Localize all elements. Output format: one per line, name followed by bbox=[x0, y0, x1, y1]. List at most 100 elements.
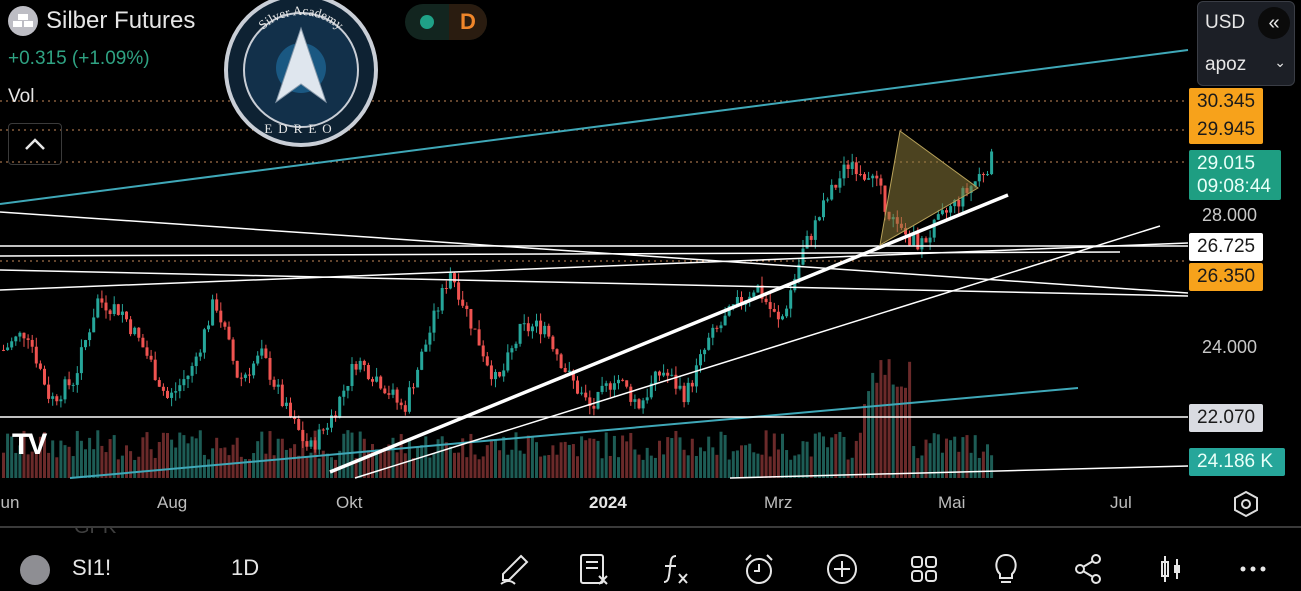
candle-body bbox=[846, 164, 850, 169]
candle-body bbox=[584, 392, 588, 398]
candle-body bbox=[588, 397, 592, 407]
candle-body bbox=[727, 306, 731, 316]
volume-bar bbox=[690, 438, 694, 478]
indicators-fx-icon[interactable] bbox=[659, 551, 695, 587]
volume-line[interactable] bbox=[729, 465, 1189, 479]
price-axis-tick: 24.000 bbox=[1202, 337, 1258, 357]
volume-bar bbox=[973, 435, 977, 478]
candle-body bbox=[973, 181, 977, 187]
volume-bar bbox=[633, 449, 637, 478]
teal-trendline-lower[interactable] bbox=[69, 387, 1079, 479]
candle-body bbox=[920, 238, 924, 250]
pencil-draw-icon[interactable] bbox=[496, 551, 532, 587]
volume-bar bbox=[457, 452, 461, 478]
candle-body bbox=[699, 354, 702, 366]
price-label-alert: 26.350 bbox=[1189, 263, 1264, 291]
candle-body bbox=[407, 387, 411, 412]
share-icon[interactable] bbox=[1071, 551, 1107, 587]
volume-bar bbox=[444, 442, 448, 478]
candle-body bbox=[346, 385, 350, 391]
candle-body bbox=[108, 310, 112, 315]
volume-bar bbox=[477, 459, 481, 478]
tradingview-logo[interactable]: TV bbox=[12, 428, 47, 461]
candle-body bbox=[120, 311, 124, 315]
unit-label[interactable]: apoz bbox=[1205, 54, 1247, 75]
interval-button[interactable]: 1D bbox=[231, 555, 260, 580]
candle-body bbox=[539, 320, 543, 335]
add-circle-icon[interactable] bbox=[824, 551, 860, 587]
symbol-header[interactable]: Silber Futures bbox=[8, 6, 195, 36]
chevron-down-icon[interactable]: ⌄ bbox=[1274, 54, 1286, 70]
candle-body bbox=[764, 298, 768, 303]
volume-bar bbox=[465, 457, 469, 478]
candle-body bbox=[375, 376, 379, 382]
white-line-3[interactable] bbox=[0, 251, 1121, 257]
volume-bar bbox=[986, 444, 989, 478]
market-status-badge[interactable]: D bbox=[405, 4, 487, 40]
candle-body bbox=[141, 337, 145, 348]
drawings[interactable] bbox=[0, 49, 1189, 479]
volume-bar bbox=[838, 431, 842, 478]
white-trendline-2[interactable] bbox=[0, 242, 1189, 291]
candle-body bbox=[547, 325, 551, 337]
bottom-toolbar: SI1! 1D bbox=[0, 545, 1301, 591]
volume-bar bbox=[215, 437, 219, 478]
volume-bar bbox=[494, 440, 497, 478]
volume-bar bbox=[776, 449, 780, 478]
white-trendline-4[interactable] bbox=[0, 269, 1189, 297]
candle-body bbox=[272, 379, 276, 387]
volume-bar bbox=[157, 441, 161, 478]
symbol-button[interactable]: SI1! bbox=[72, 555, 112, 580]
double-chevron-left-icon[interactable]: « bbox=[1258, 7, 1290, 39]
object-tree-icon[interactable] bbox=[576, 551, 612, 587]
volume-bar bbox=[535, 442, 538, 478]
more-dots-icon[interactable] bbox=[1235, 551, 1271, 587]
currency-label[interactable]: USD bbox=[1205, 12, 1246, 33]
candle-body bbox=[264, 348, 268, 358]
volume-bar bbox=[617, 457, 620, 478]
currency-unit-panel[interactable]: USD « apoz ⌄ bbox=[1197, 1, 1295, 86]
chart-type-candle-icon[interactable] bbox=[1153, 551, 1189, 587]
candle-body bbox=[133, 327, 137, 335]
candle-body bbox=[879, 178, 883, 186]
volume-bar bbox=[96, 430, 100, 478]
volume-bar bbox=[518, 450, 522, 478]
chart-settings-icon[interactable] bbox=[1232, 490, 1260, 518]
volume-bar bbox=[276, 438, 280, 478]
candle-body bbox=[428, 332, 432, 345]
white-trendline-channel[interactable] bbox=[354, 225, 1161, 479]
layouts-grid-icon[interactable] bbox=[906, 551, 942, 587]
candle-body bbox=[637, 399, 641, 409]
volume-bar bbox=[547, 455, 551, 478]
candle-body bbox=[14, 336, 18, 342]
volume-bar bbox=[723, 435, 727, 478]
volume-bar bbox=[719, 431, 723, 478]
white-trendline-main[interactable] bbox=[329, 193, 1009, 474]
candle-body bbox=[945, 210, 948, 213]
candle-body bbox=[592, 406, 596, 409]
candle-body bbox=[268, 357, 272, 380]
candle-body bbox=[289, 402, 292, 418]
volume-bar bbox=[965, 435, 969, 478]
collapse-legend-button[interactable] bbox=[8, 123, 62, 165]
ideas-lightbulb-icon[interactable] bbox=[988, 551, 1024, 587]
alert-clock-icon[interactable] bbox=[741, 551, 777, 587]
volume-bar bbox=[448, 446, 452, 478]
triangle-pattern[interactable] bbox=[879, 130, 979, 246]
candle-body bbox=[621, 379, 625, 381]
volume-bar bbox=[666, 437, 670, 478]
volume-bar bbox=[707, 436, 711, 478]
volume-bar bbox=[268, 431, 272, 478]
volume-bar bbox=[502, 436, 506, 478]
volume-bar bbox=[731, 451, 735, 478]
candle-body bbox=[805, 235, 809, 249]
volume-bar bbox=[137, 456, 141, 478]
volume-bar bbox=[612, 435, 616, 478]
volume-bar bbox=[264, 453, 268, 478]
volume-indicator-label[interactable]: Vol bbox=[8, 86, 35, 107]
teal-trendline-upper[interactable] bbox=[0, 49, 1189, 205]
volume-bar bbox=[289, 448, 292, 478]
candle-body bbox=[772, 309, 776, 312]
volume-bar bbox=[170, 439, 174, 478]
